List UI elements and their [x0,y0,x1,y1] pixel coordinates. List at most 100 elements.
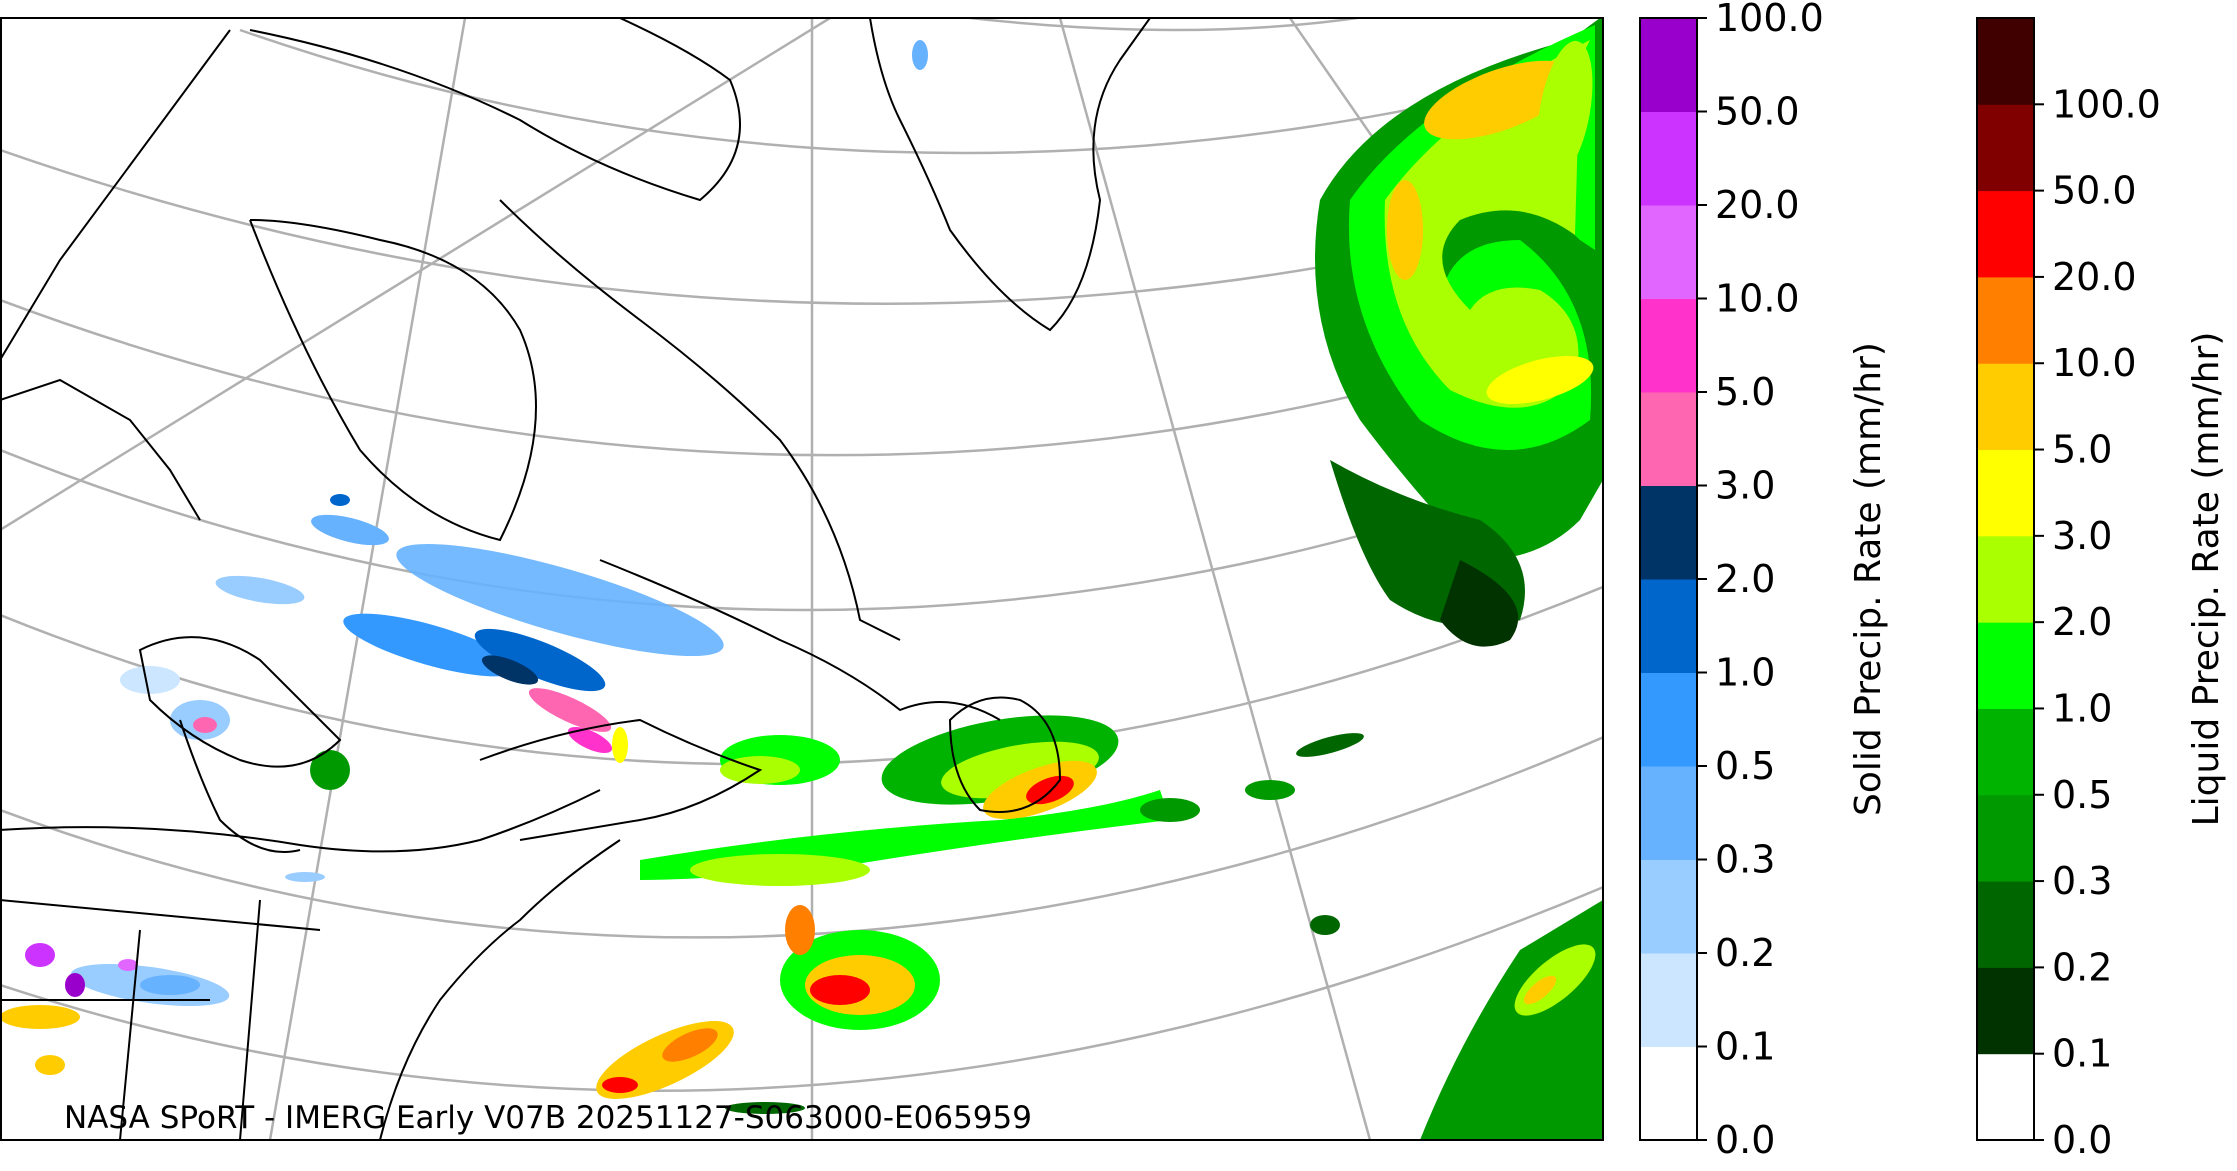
colorbar-label: Solid Precip. Rate (mm/hr) [1848,342,1889,816]
colorbar-swatch [1977,535,2034,623]
greenland-coast [869,18,1151,332]
credit-text: NASA SPoRT - IMERG Early V07B 20251127-S… [64,1100,1032,1136]
colorbar-swatch [1977,794,2034,882]
colorbar-swatch [1640,18,1697,112]
colorbar-tick-label: 50.0 [2052,169,2137,213]
snow-area [481,655,539,685]
colorbar-tick-label: 10.0 [1715,277,1800,321]
colorbar-tick-label: 50.0 [1715,90,1800,134]
snow-area [474,628,606,692]
colorbar-swatch [1640,1046,1697,1141]
latitude-line [1,885,1603,1092]
colorbar-swatch [1977,622,2034,709]
rain-area [1486,356,1594,404]
rain-area [810,975,870,1005]
longitude-line [1058,18,1372,1140]
snow-area [215,575,305,605]
snow-area [118,959,138,971]
newfoundland-coast [948,696,1062,813]
rain-area [1245,780,1295,800]
colorbar-tick-label: 100.0 [1715,0,1824,40]
rain-area [662,1028,718,1062]
colorbar-tick-label: 3.0 [2052,514,2112,558]
colorbar-tick-label: 0.2 [1715,931,1775,975]
colorbar-swatch [1640,859,1697,954]
colorbar-swatch [1977,881,2034,968]
snow-area [343,613,517,677]
snow-area [65,973,85,997]
colorbar-swatch [1977,967,2034,1055]
snow-area [567,726,613,754]
colorbar-swatch [1640,766,1697,860]
colorbar-swatch [1640,392,1697,486]
colorbar-tick-label: 1.0 [2052,686,2112,730]
snow-area [912,40,928,70]
snow-area [311,514,389,546]
colorbar-swatch [1977,708,2034,796]
colorbar-tick-label: 0.5 [2052,773,2112,817]
rain-area [612,727,628,763]
colorbar-tick-label: 5.0 [2052,428,2112,472]
rain-area [1296,733,1364,757]
coastlines-and-borders [1,18,1151,1140]
colorbar-frame [1976,17,2035,1141]
map-panel: NASA SPoRT - IMERG Early V07B 20251127-S… [1,18,1603,1140]
colorbar-swatch [1640,485,1697,580]
colorbar-swatch [1977,276,2034,364]
snow-area [193,717,217,733]
colorbar-tick-label: 0.3 [2052,859,2112,903]
colorbar-tick-label: 0.0 [1715,1118,1775,1162]
colorbar-swatch [1977,190,2034,278]
colorbar-tick-label: 3.0 [1715,464,1775,508]
colorbar-tick-label: 5.0 [1715,370,1775,414]
colorbar-swatch [1640,111,1697,206]
rain-area [725,1102,805,1114]
labrador-coast [499,199,901,641]
colorbar-swatch [1977,363,2034,451]
rain-area [1140,798,1200,822]
us-east-coast [379,839,621,1140]
colorbar-tick-label: 2.0 [2052,600,2112,644]
colorbar-tick-label: 100.0 [2052,82,2161,126]
rain-area [1310,915,1340,935]
border-line [1,378,201,521]
colorbar-solid: 0.0 0.1 0.2 0.3 0.5 1.0 2.0 3.0 5.0 10.0 20.0 50.0 1… [1639,0,1889,1162]
rain-area [1,1005,80,1029]
baffin-island-coast [249,18,741,202]
solid-precip-areas [25,40,928,1007]
border-line [1,899,321,1140]
map-frame [0,17,1604,1141]
hudson-bay-coast [249,219,537,542]
colorbar-swatch [1977,1053,2034,1141]
snow-area [330,494,350,506]
colorbar-swatch [1977,449,2034,537]
great-lakes-outline [179,719,301,853]
rain-area [602,1077,638,1093]
colorbar-label: Liquid Precip. Rate (mm/hr) [2186,332,2227,827]
border-line [1,29,231,361]
rain-area [1440,560,1519,647]
colorbar-swatch [1640,953,1697,1047]
snow-area [140,975,200,995]
colorbar-swatch [1640,205,1697,299]
snow-area [25,943,55,967]
rain-area [35,1055,65,1075]
snow-area [396,543,724,657]
quebec-coast [599,559,1001,721]
colorbar-tick-label: 0.2 [2052,945,2112,989]
colorbar-tick-label: 2.0 [1715,557,1775,601]
colorbar-tick-label: 1.0 [1715,651,1775,695]
longitude-line [268,18,467,1140]
rain-area [1026,775,1074,805]
colorbar-tick-label: 0.1 [2052,1032,2112,1076]
latitude-line [959,18,1366,32]
colorbar-tick-label: 0.1 [1715,1025,1775,1069]
rain-area [1523,975,1557,1005]
snow-area [528,688,612,732]
colorbar-swatch [1977,18,2034,105]
colorbar-swatch [1977,104,2034,192]
longitude-line [1,18,831,531]
rain-area [785,905,815,955]
